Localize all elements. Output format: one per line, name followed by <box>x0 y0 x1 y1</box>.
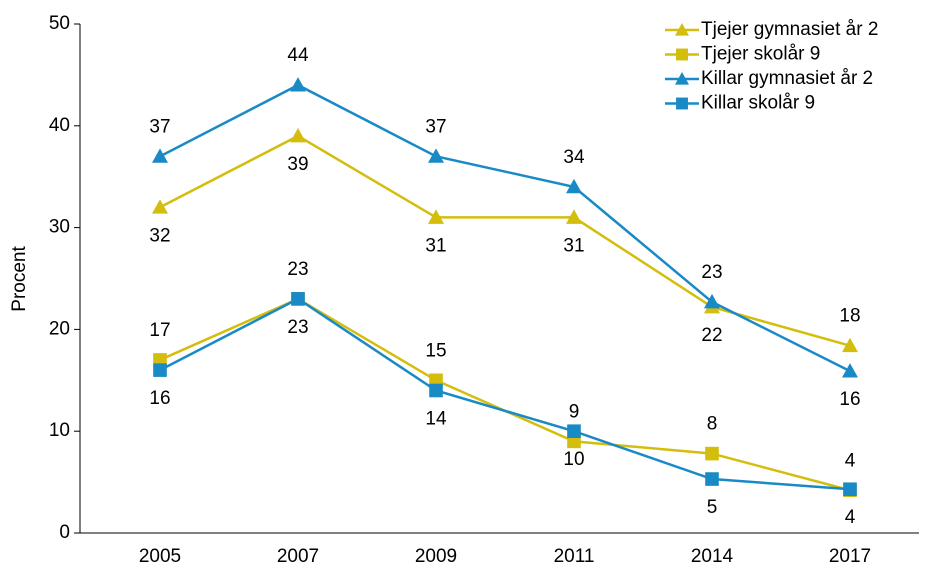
marker <box>675 72 689 85</box>
legend-label: Tjejer gymnasiet år 2 <box>701 19 878 40</box>
data-label: 4 <box>845 507 856 528</box>
data-label: 10 <box>563 449 584 470</box>
x-tick-label: 2011 <box>554 546 595 567</box>
marker <box>705 446 719 461</box>
data-label: 31 <box>425 235 446 256</box>
x-tick-label: 2009 <box>415 546 457 567</box>
marker <box>428 209 444 224</box>
data-label: 16 <box>149 388 170 409</box>
data-label: 16 <box>839 389 860 410</box>
marker <box>676 48 688 61</box>
x-tick-label: 2005 <box>139 546 181 567</box>
data-label: 37 <box>425 116 446 137</box>
data-label: 31 <box>563 235 584 256</box>
data-label: 5 <box>707 497 718 518</box>
data-label: 23 <box>287 259 308 280</box>
y-tick-label: 20 <box>49 318 70 339</box>
y-tick-label: 50 <box>49 13 70 34</box>
marker <box>152 199 168 214</box>
data-label: 23 <box>287 317 308 338</box>
marker <box>843 482 857 497</box>
data-label: 9 <box>569 401 580 422</box>
y-tick-label: 40 <box>49 115 70 136</box>
data-label: 22 <box>701 325 722 346</box>
legend-label: Tjejer skolår 9 <box>701 44 820 65</box>
marker <box>429 383 443 398</box>
marker <box>153 363 167 377</box>
y-tick-label: 0 <box>59 522 70 543</box>
y-axis-label: Procent <box>9 246 30 312</box>
legend-label: Killar gymnasiet år 2 <box>701 68 873 89</box>
marker <box>290 127 306 143</box>
marker <box>290 77 306 92</box>
marker <box>566 178 582 194</box>
marker <box>566 209 582 224</box>
y-tick-label: 10 <box>49 420 70 441</box>
marker <box>704 293 720 309</box>
marker <box>842 363 858 378</box>
marker <box>675 23 689 36</box>
data-label: 23 <box>701 262 722 283</box>
marker <box>842 337 858 353</box>
marker <box>705 472 719 486</box>
data-label: 4 <box>845 450 856 471</box>
series-line <box>159 297 851 491</box>
x-tick-label: 2007 <box>277 546 319 567</box>
data-label: 32 <box>149 225 170 246</box>
data-label: 17 <box>149 320 170 341</box>
data-label: 37 <box>149 116 170 137</box>
legend-label: Killar skolår 9 <box>701 93 815 114</box>
data-label: 15 <box>425 340 446 361</box>
x-tick-label: 2014 <box>691 546 734 567</box>
series-line <box>159 83 851 373</box>
data-label: 8 <box>707 414 718 435</box>
data-label: 18 <box>839 306 860 327</box>
x-tick-label: 2017 <box>829 546 871 567</box>
marker <box>291 292 305 306</box>
data-label: 34 <box>563 147 585 168</box>
marker <box>428 148 444 163</box>
marker <box>567 424 581 438</box>
data-label: 39 <box>287 154 308 175</box>
data-label: 14 <box>425 408 447 429</box>
y-tick-label: 30 <box>49 217 70 238</box>
data-label: 44 <box>287 45 309 66</box>
marker <box>152 148 168 163</box>
series-line <box>159 297 851 492</box>
marker <box>676 97 688 110</box>
